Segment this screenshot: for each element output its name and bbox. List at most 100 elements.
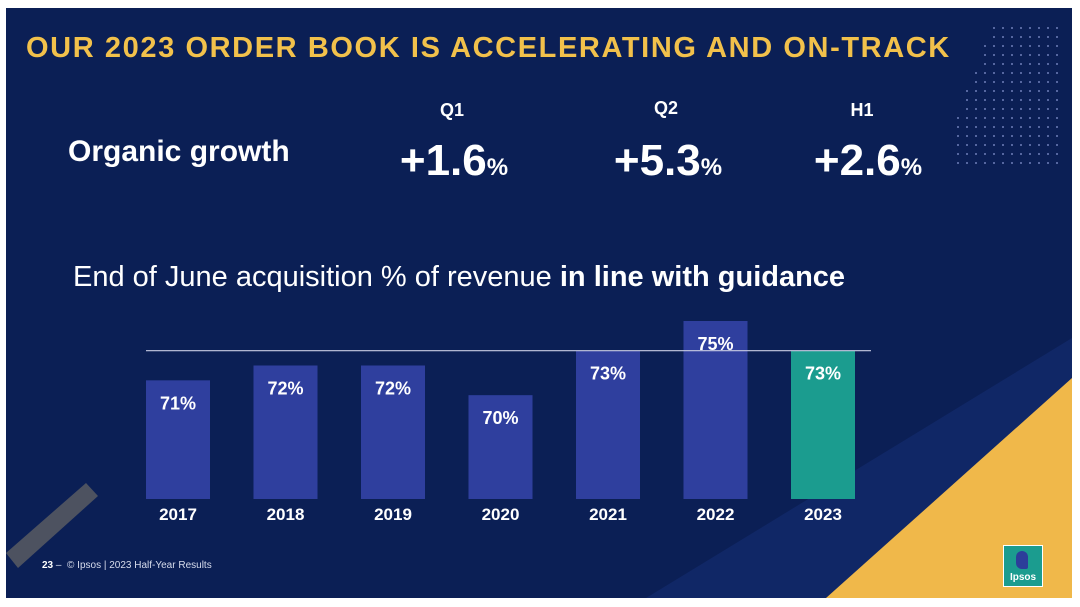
pattern-dot [1002,27,1004,29]
pattern-dot [1011,126,1013,128]
pattern-dot [1056,108,1058,110]
slide-title: OUR 2023 ORDER BOOK IS ACCELERATING AND … [26,32,951,64]
q1-growth-unit: % [486,154,509,181]
dot-pattern [957,27,1058,164]
pattern-dot [1047,36,1049,38]
pattern-dot [966,135,968,137]
bar-value-label-2022: 75% [697,334,733,354]
footer-text: © Ipsos | 2023 Half-Year Results [67,560,212,571]
pattern-dot [1047,72,1049,74]
pattern-dot [975,99,977,101]
pattern-dot [975,90,977,92]
pattern-dot [1020,117,1022,119]
footer-dash: – [55,560,62,571]
pattern-dot [1038,54,1040,56]
pattern-dot [1047,45,1049,47]
pattern-dot [1047,54,1049,56]
pattern-dot [984,117,986,119]
pattern-dot [1011,108,1013,110]
q1-growth-number: +1.6 [399,136,487,185]
pattern-dot [1029,27,1031,29]
h1-growth-value: +2.6% [773,136,963,186]
pattern-dot [966,99,968,101]
bar-value-label-2021: 73% [590,364,626,384]
pattern-dot [993,135,995,137]
pattern-dot [966,144,968,146]
pattern-dot [984,63,986,65]
x-tick-label-2020: 2020 [482,505,520,524]
pattern-dot [984,108,986,110]
pattern-dot [1056,144,1058,146]
pattern-dot [1011,135,1013,137]
pattern-dot [1020,81,1022,83]
pattern-dot [1038,36,1040,38]
pattern-dot [1020,126,1022,128]
pattern-dot [1002,135,1004,137]
pattern-dot [1056,90,1058,92]
pattern-dot [966,153,968,155]
pattern-dot [975,81,977,83]
pattern-dot [1038,63,1040,65]
q1-growth-value: +1.6% [359,136,549,186]
q2-growth-number: +5.3 [613,136,701,185]
pattern-dot [1038,72,1040,74]
pattern-dot [1011,117,1013,119]
pattern-dot [1056,99,1058,101]
pattern-dot [1038,144,1040,146]
pattern-dot [966,117,968,119]
pattern-dot [1020,144,1022,146]
pattern-dot [984,153,986,155]
pattern-dot [957,153,959,155]
bar-2018 [253,365,318,499]
pattern-dot [1056,72,1058,74]
pattern-dot [984,144,986,146]
pattern-dot [993,162,995,164]
pattern-dot [1011,45,1013,47]
pattern-dot [1056,162,1058,164]
pattern-dot [1011,81,1013,83]
pattern-dot [1011,27,1013,29]
pattern-dot [1038,162,1040,164]
pattern-dot [1002,63,1004,65]
pattern-dot [1029,63,1031,65]
pattern-dot [1020,90,1022,92]
pattern-dot [1029,81,1031,83]
pattern-dot [1029,99,1031,101]
ipsos-logo: Ipsos [1003,545,1043,587]
pattern-dot [984,72,986,74]
pattern-dot [1011,144,1013,146]
pattern-dot [984,90,986,92]
pattern-dot [984,45,986,47]
pattern-dot [993,126,995,128]
pattern-dot [1002,153,1004,155]
pattern-dot [1029,135,1031,137]
pattern-dot [957,126,959,128]
h1-growth-unit: % [900,154,923,181]
pattern-dot [1047,117,1049,119]
pattern-dot [1029,36,1031,38]
pattern-dot [1029,54,1031,56]
pattern-dot [1047,108,1049,110]
bar-value-label-2020: 70% [482,408,518,428]
bar-2021 [576,350,640,499]
pattern-dot [1038,90,1040,92]
pattern-dot [984,99,986,101]
pattern-dot [975,108,977,110]
pattern-dot [966,108,968,110]
bar-value-label-2023: 73% [805,364,841,384]
pattern-dot [993,108,995,110]
pattern-dot [1056,63,1058,65]
pattern-dot [984,126,986,128]
pattern-dot [975,135,977,137]
pattern-dot [966,126,968,128]
pattern-dot [975,126,977,128]
pattern-dot [1047,135,1049,137]
pattern-dot [984,135,986,137]
pattern-dot [1002,81,1004,83]
pattern-dot [1002,54,1004,56]
bar-2019 [361,365,425,499]
pattern-dot [993,63,995,65]
pattern-dot [1002,144,1004,146]
pattern-dot [1038,153,1040,155]
pattern-dot [1047,27,1049,29]
